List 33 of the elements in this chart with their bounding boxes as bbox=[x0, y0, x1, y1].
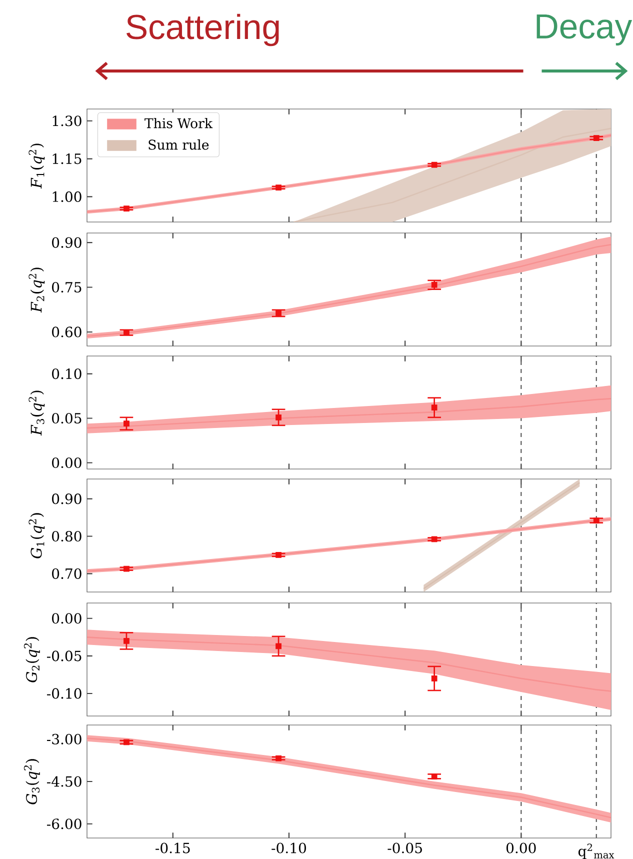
ref-line-label: q$^{2}$max bbox=[578, 844, 614, 859]
y-axis-title: F$_{3}$(q$^{2}$) bbox=[28, 390, 45, 436]
y-axis-title: G$_{3}$(q$^{2}$) bbox=[24, 759, 40, 804]
x-tick-label: 0.00 bbox=[506, 842, 536, 854]
y-tick-label: -4.50 bbox=[46, 776, 82, 787]
y-tick-label: 1.30 bbox=[52, 116, 82, 126]
y-tick-label: -0.10 bbox=[46, 688, 82, 699]
x-tick-label: -0.05 bbox=[388, 842, 422, 854]
y-tick-label: -6.00 bbox=[46, 818, 82, 830]
y-tick-label: 0.00 bbox=[52, 613, 82, 624]
y-tick-label: 1.15 bbox=[52, 153, 82, 164]
y-tick-label: 0.10 bbox=[52, 368, 82, 380]
y-tick-label: -3.00 bbox=[46, 734, 82, 744]
y-tick-label: 0.90 bbox=[52, 494, 82, 504]
y-tick-label: 0.90 bbox=[52, 237, 82, 248]
y-tick-label: 0.80 bbox=[52, 530, 82, 542]
y-axis-title: G$_{1}$(q$^{2}$) bbox=[28, 513, 45, 558]
y-tick-label: 0.60 bbox=[52, 326, 82, 338]
y-tick-label: 1.00 bbox=[52, 191, 82, 202]
y-tick-label: 0.75 bbox=[52, 282, 82, 293]
y-axis-title: F$_{1}$(q$^{2}$) bbox=[28, 144, 45, 189]
legend-label: This Work bbox=[144, 118, 213, 128]
text: Decay bbox=[536, 14, 632, 46]
text: Scattering bbox=[126, 14, 279, 46]
legend-label: Sum rule bbox=[148, 139, 209, 150]
y-axis-title: F$_{2}$(q$^{2}$) bbox=[28, 268, 45, 313]
y-axis-title: G$_{2}$(q$^{2}$) bbox=[24, 637, 40, 682]
y-tick-label: 0.00 bbox=[52, 457, 82, 468]
y-tick-label: -0.05 bbox=[46, 650, 82, 662]
x-tick-label: -0.15 bbox=[156, 842, 190, 854]
x-tick-label: -0.10 bbox=[272, 842, 306, 854]
y-tick-label: 0.70 bbox=[52, 568, 82, 579]
y-tick-label: 0.05 bbox=[52, 412, 82, 424]
